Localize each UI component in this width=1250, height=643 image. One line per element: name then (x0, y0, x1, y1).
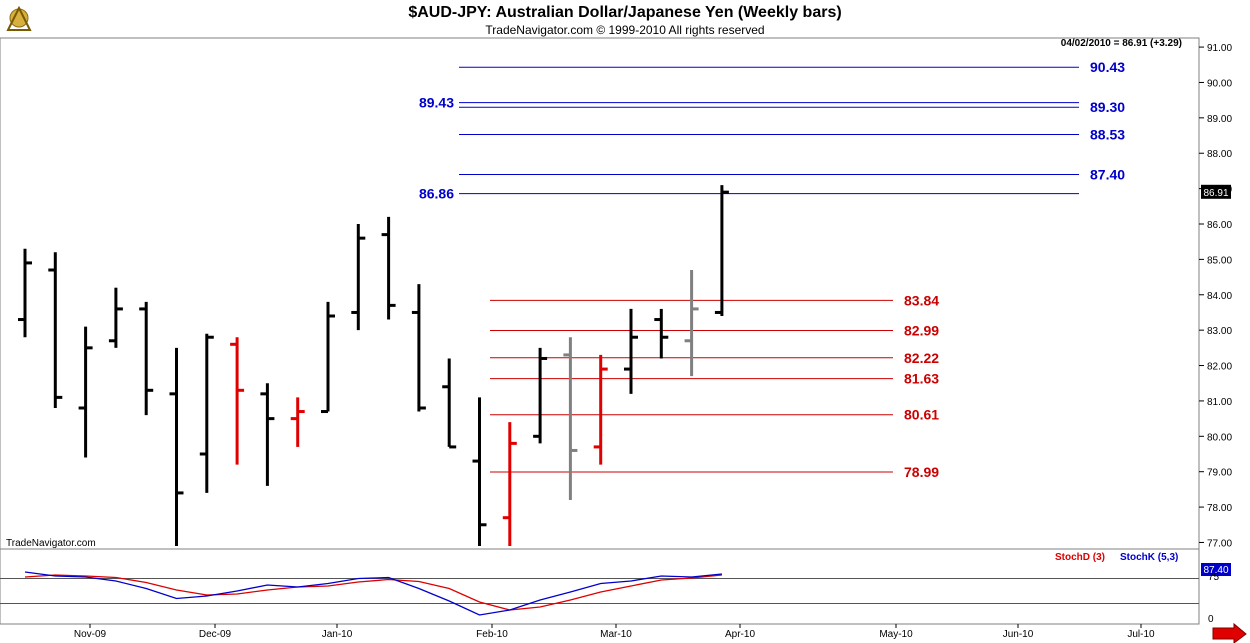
stoch-d-line (24, 574, 722, 611)
last-price-label: 86.91 (1203, 188, 1228, 199)
ohlc-bar (169, 347, 184, 546)
watermark: TradeNavigator.com (6, 538, 96, 549)
x-tick-label: Jul-10 (1127, 629, 1155, 640)
red-level-label: 82.99 (904, 323, 939, 339)
y-tick-label: 86.00 (1207, 220, 1232, 231)
y-tick-label: 81.00 (1207, 397, 1232, 408)
ohlc-bar (411, 284, 426, 412)
blue-level-label: 88.53 (1090, 126, 1125, 142)
y-tick-label: 79.00 (1207, 468, 1232, 479)
logo-icon (6, 5, 32, 31)
red-level-label: 82.22 (904, 350, 939, 366)
y-tick-label: 80.00 (1207, 432, 1232, 443)
x-tick-label: Jan-10 (322, 629, 353, 640)
stoch-k-legend: StochK (5,3) (1120, 552, 1178, 563)
ohlc-bar (260, 383, 275, 486)
y-tick-label: 90.00 (1207, 78, 1232, 89)
ohlc-bar (684, 270, 699, 377)
y-tick-label: 84.00 (1207, 291, 1232, 302)
ohlc-bar (290, 397, 305, 447)
scroll-right-icon[interactable] (1212, 622, 1247, 643)
red-level-label: 80.61 (904, 407, 939, 423)
y-tick-label: 78.00 (1207, 503, 1232, 514)
ohlc-bar (230, 337, 245, 465)
stoch-k-line (24, 571, 722, 616)
blue-level-label: 90.43 (1090, 59, 1125, 75)
price-bars (18, 185, 729, 546)
x-tick-label: May-10 (879, 629, 913, 640)
ohlc-bar (108, 287, 123, 348)
ohlc-bar (654, 308, 669, 359)
stoch-panel-frame (0, 548, 1200, 625)
ohlc-bar (502, 422, 517, 546)
x-tick-label: Dec-09 (199, 629, 232, 640)
blue-level-label: 89.30 (1090, 99, 1125, 115)
y-tick-label: 91.00 (1207, 43, 1232, 54)
stoch-tick-0: 0 (1208, 614, 1214, 625)
stoch-d-legend: StochD (3) (1055, 552, 1105, 563)
y-tick-label: 83.00 (1207, 326, 1232, 337)
ohlc-bar (563, 337, 578, 500)
y-tick-label: 88.00 (1207, 149, 1232, 160)
time-axis: Nov-09 Dec-09 Jan-10 Feb-10 Mar-10 Apr-10 May-… (74, 624, 1155, 640)
chart-subtitle: TradeNavigator.com © 1999-2010 All right… (485, 23, 764, 37)
ohlc-bar (624, 308, 638, 394)
blue-level-label: 89.43 (419, 95, 454, 111)
ohlc-bar (472, 397, 487, 546)
stoch-value-marker: 87.40 (1201, 563, 1231, 576)
y-tick-label: 89.00 (1207, 114, 1232, 125)
red-level-label: 83.84 (904, 292, 939, 308)
x-tick-label: Mar-10 (600, 629, 632, 640)
ohlc-bar (78, 326, 93, 458)
ohlc-bar (321, 301, 335, 414)
stoch-value-label: 87.40 (1203, 565, 1228, 576)
quote-readout: 04/02/2010 = 86.91 (+3.29) (1061, 38, 1182, 49)
blue-level-label: 86.86 (419, 186, 454, 202)
x-tick-label: Jun-10 (1003, 629, 1034, 640)
ohlc-bar (199, 333, 214, 493)
stochastic-panel (0, 571, 1199, 616)
ohlc-bar (714, 185, 729, 316)
ohlc-bar (442, 358, 457, 449)
ohlc-bar (48, 252, 63, 408)
ohlc-bar (18, 248, 32, 338)
y-tick-label: 85.00 (1207, 255, 1232, 266)
ohlc-bar (593, 354, 608, 465)
ohlc-bar (381, 216, 396, 320)
y-tick-label: 77.00 (1207, 538, 1232, 549)
ohlc-bar (139, 301, 154, 416)
ohlc-bar (351, 224, 366, 331)
ohlc-bar (533, 347, 548, 444)
y-tick-label: 82.00 (1207, 362, 1232, 373)
price-axis: 77.00 78.00 79.00 80.00 81.00 82.00 83.00 84.00… (1199, 43, 1232, 549)
x-tick-label: Feb-10 (476, 629, 508, 640)
last-price-marker: 86.91 (1201, 184, 1231, 199)
red-level-label: 78.99 (904, 464, 939, 480)
blue-level-label: 87.40 (1090, 166, 1125, 182)
red-level-label: 81.63 (904, 371, 939, 387)
level-lines: 90.43 89.30 89.43 88.53 87.40 86.86 83.84 82.99… (419, 59, 1125, 480)
chart-title: $AUD-JPY: Australian Dollar/Japanese Yen… (408, 4, 841, 21)
x-tick-label: Nov-09 (74, 629, 107, 640)
stoch-tick-75: 75 (1208, 572, 1220, 583)
x-tick-label: Apr-10 (725, 629, 755, 640)
